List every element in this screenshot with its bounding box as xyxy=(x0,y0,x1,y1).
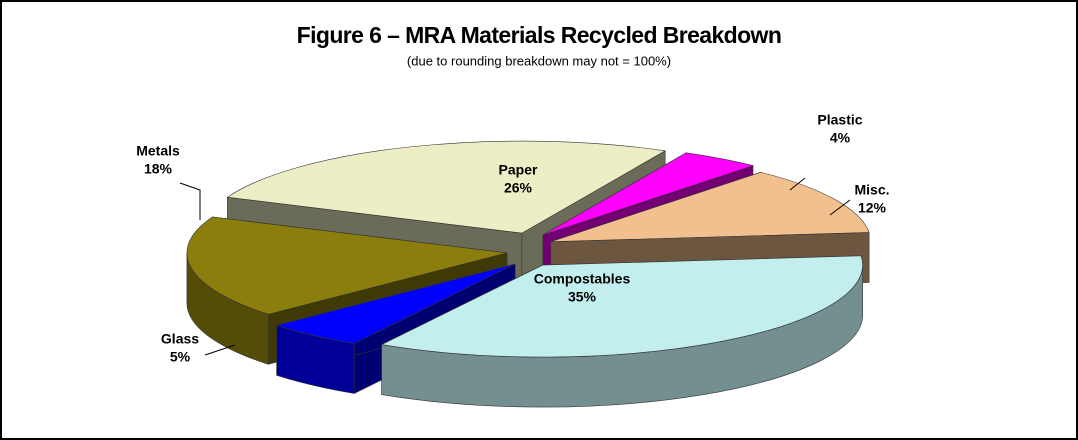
slice-value-label: 5% xyxy=(170,349,191,365)
slice xyxy=(542,152,755,236)
slice xyxy=(550,171,870,242)
slice-value-label: 35% xyxy=(568,289,597,305)
slice-label: Glass xyxy=(161,331,199,347)
slice-label: Misc. xyxy=(854,182,889,198)
leader-line xyxy=(204,344,236,356)
slice-label: Metals xyxy=(136,143,180,159)
slice-label: Plastic xyxy=(817,112,862,128)
leader-line xyxy=(789,177,806,191)
chart-title: Figure 6 – MRA Materials Recycled Breakd… xyxy=(297,22,782,48)
slice-value-label: 12% xyxy=(858,200,887,216)
leader-line xyxy=(179,182,201,220)
slice-value-label: 26% xyxy=(504,180,533,196)
leader-line xyxy=(829,199,851,216)
slice xyxy=(186,216,507,315)
slice-label: Paper xyxy=(499,162,538,178)
slice xyxy=(380,255,863,358)
chart-subtitle: (due to rounding breakdown may not = 100… xyxy=(407,53,671,68)
slice-value-label: 4% xyxy=(830,130,851,146)
slice-label: Compostables xyxy=(534,271,631,287)
slice-value-label: 18% xyxy=(144,161,173,177)
slice xyxy=(226,140,667,234)
slice xyxy=(275,263,516,344)
